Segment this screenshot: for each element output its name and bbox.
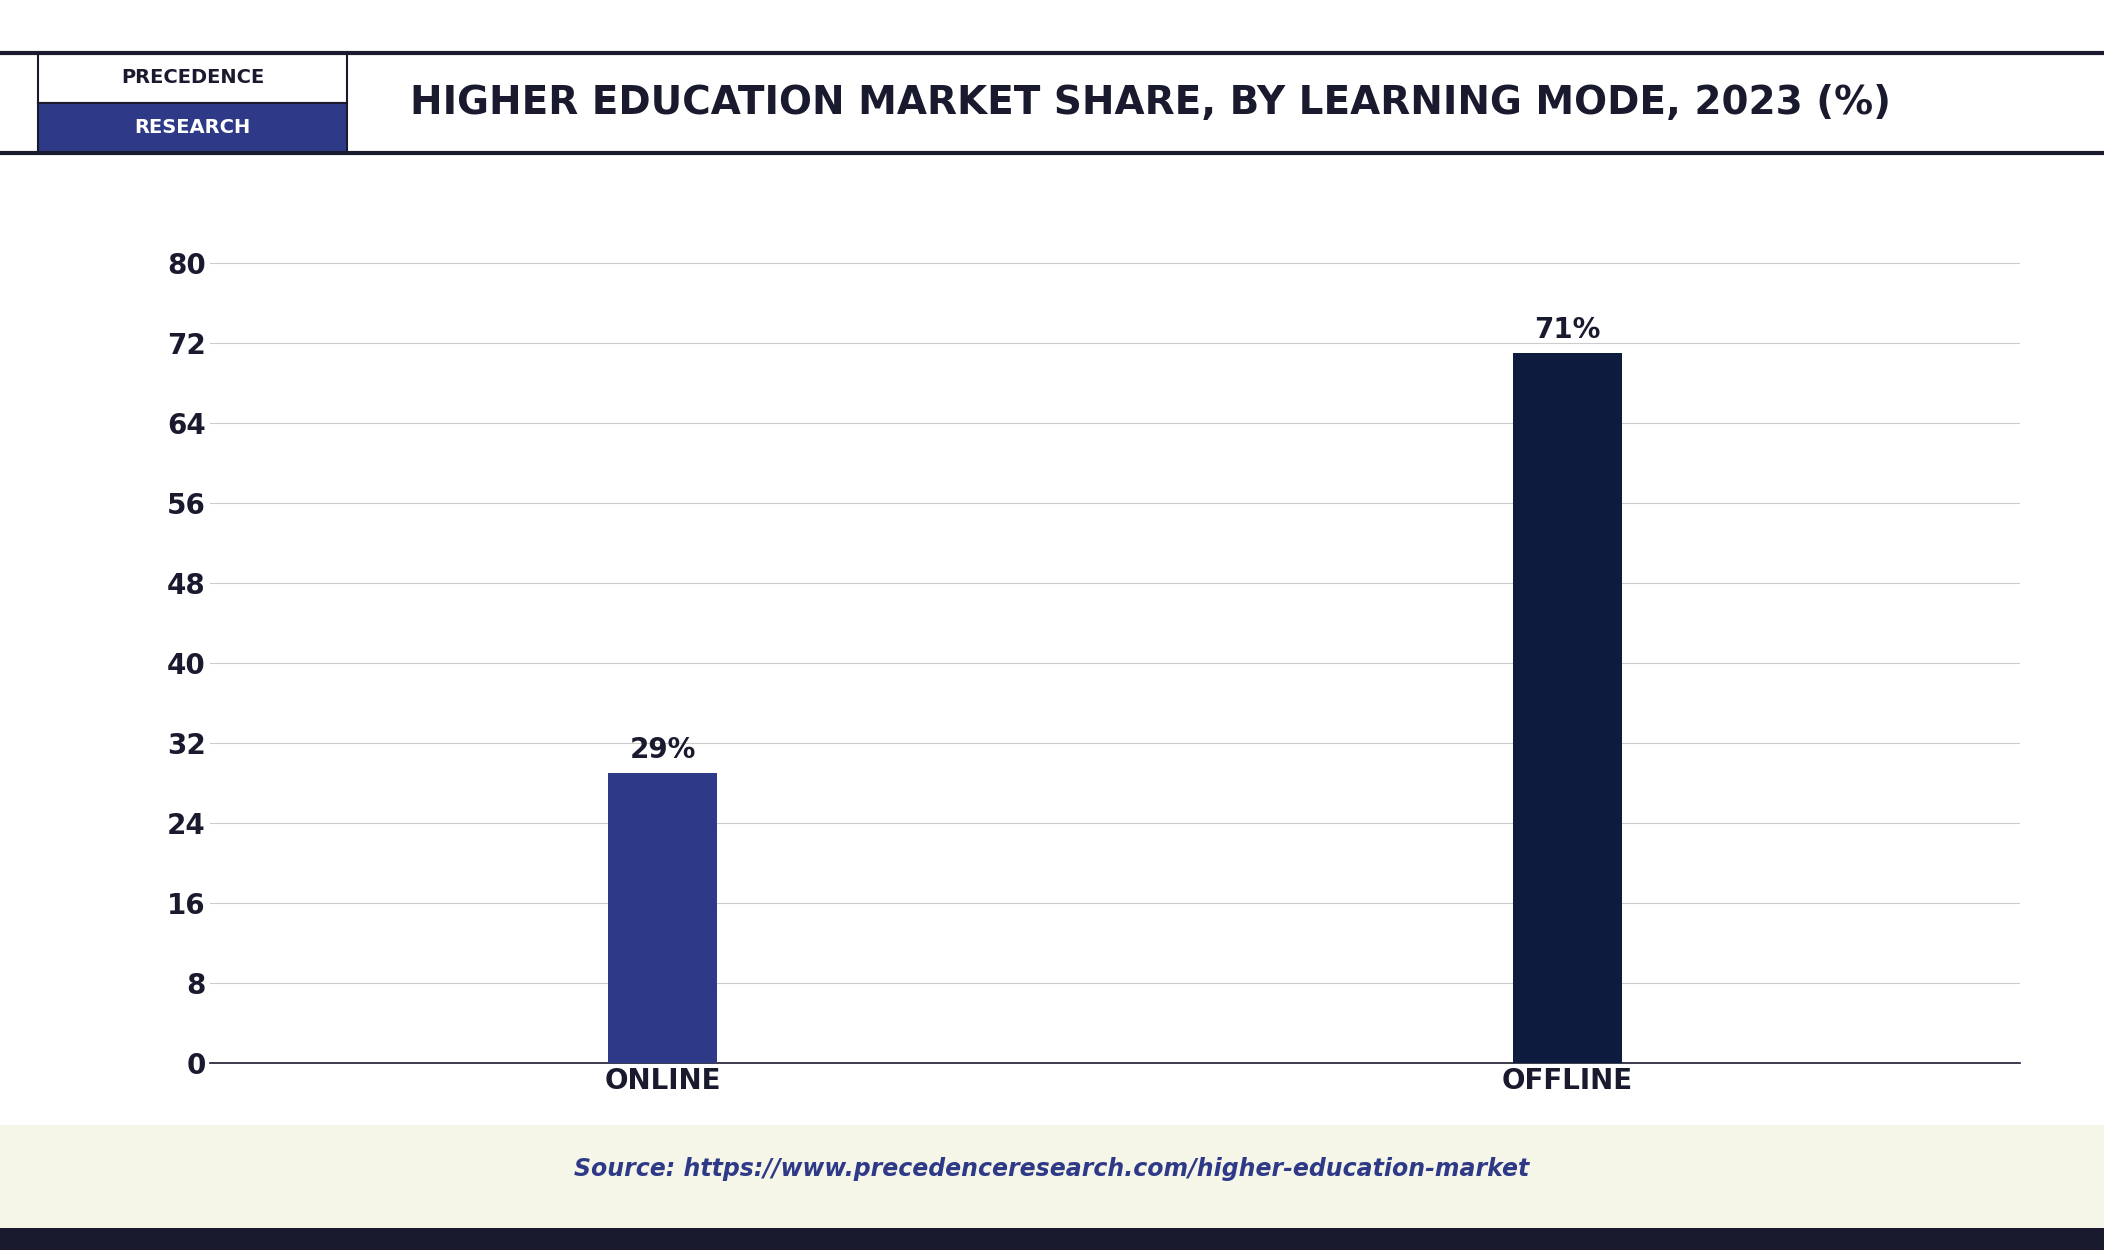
Bar	[1513, 352, 1622, 1062]
Text: RESEARCH: RESEARCH	[135, 118, 250, 138]
Text: 29%: 29%	[629, 736, 696, 765]
Text: 71%: 71%	[1534, 316, 1601, 345]
Text: HIGHER EDUCATION MARKET SHARE, BY LEARNING MODE, 2023 (%): HIGHER EDUCATION MARKET SHARE, BY LEARNI…	[410, 84, 1891, 121]
Text: Source: https://www.precedenceresearch.com/higher-education-market: Source: https://www.precedenceresearch.c…	[574, 1156, 1530, 1181]
Text: PRECEDENCE: PRECEDENCE	[120, 68, 265, 88]
Bar	[608, 772, 717, 1062]
